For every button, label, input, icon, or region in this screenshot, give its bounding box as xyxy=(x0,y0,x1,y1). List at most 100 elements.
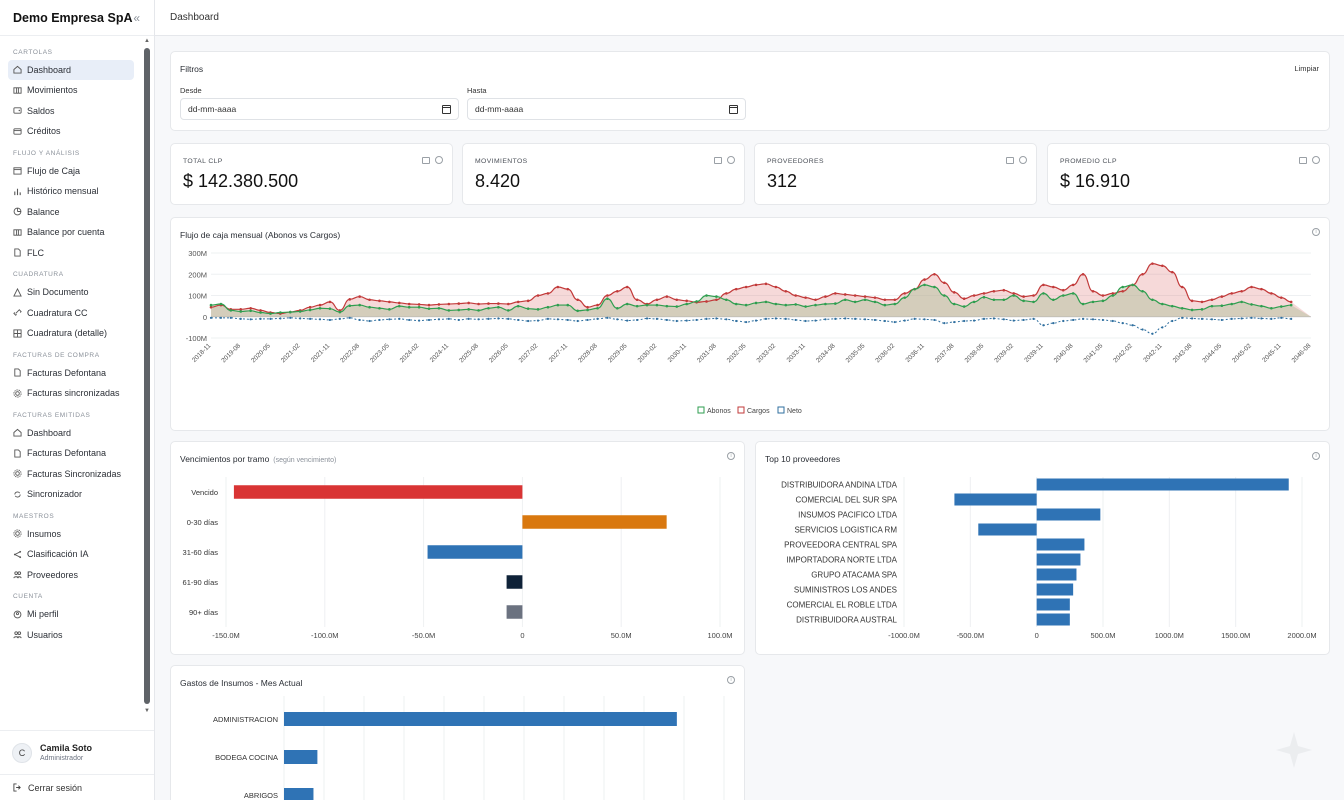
sidebar-item-label: Histórico mensual xyxy=(27,186,99,197)
sidebar-item-flc[interactable]: FLC xyxy=(8,243,134,263)
clear-filters-link[interactable]: Limpiar xyxy=(1294,64,1319,73)
sidebar-item-usuarios[interactable]: Usuarios xyxy=(8,625,134,645)
abonos-point xyxy=(1161,302,1164,306)
user-profile[interactable]: C Camila Soto Administrador xyxy=(0,730,154,774)
sidebar-item-label: Proveedores xyxy=(27,569,79,580)
sidebar-item-facturas-sincronizadas[interactable]: Facturas sincronizadas xyxy=(8,384,134,404)
sidebar-item-balance-por-cuenta[interactable]: Balance por cuenta xyxy=(8,223,134,243)
kpi-label: MOVIMIENTOS xyxy=(475,158,528,165)
abonos-point xyxy=(635,304,639,308)
abonos-point xyxy=(1270,306,1273,310)
sidebar-item-label: Facturas sincronizadas xyxy=(27,388,120,399)
neto-point xyxy=(1220,318,1223,322)
abonos-point xyxy=(239,310,243,313)
columns-icon xyxy=(714,156,722,164)
sidebar-item-dashboard[interactable]: Dashboard xyxy=(8,60,134,80)
neto-point xyxy=(1052,322,1055,325)
category-label: SERVICIOS LOGISTICA RM xyxy=(794,526,897,535)
cargos-point xyxy=(804,296,807,299)
bar xyxy=(1036,583,1074,596)
sidebar-item-saldos[interactable]: Saldos xyxy=(8,101,134,121)
abonos-point xyxy=(972,300,976,304)
bar xyxy=(284,788,314,800)
to-label: Hasta xyxy=(467,86,487,95)
sidebar-item-dashboard[interactable]: Dashboard xyxy=(8,423,134,443)
cargos-point xyxy=(556,285,560,289)
info-icon[interactable] xyxy=(1312,156,1320,164)
abonos-point xyxy=(388,308,391,311)
bar xyxy=(506,605,523,619)
info-icon[interactable]: i xyxy=(727,452,735,460)
bar xyxy=(506,575,523,589)
neto-point xyxy=(348,316,351,319)
sidebar-item-creditos[interactable]: Créditos xyxy=(8,122,134,142)
abonos-point xyxy=(288,310,292,314)
neto-point xyxy=(556,318,559,321)
info-icon[interactable] xyxy=(435,156,443,164)
neto-point xyxy=(418,319,421,322)
cargos-point xyxy=(754,283,758,287)
sidebar-item-historico-mensual[interactable]: Histórico mensual xyxy=(8,182,134,202)
cargos-point xyxy=(1151,262,1154,265)
logout-button[interactable]: Cerrar sesión xyxy=(0,774,154,800)
to-date-input[interactable]: dd-mm-aaaa xyxy=(467,98,746,120)
sidebar-item-proveedores[interactable]: Proveedores xyxy=(8,565,134,585)
gastos-insumos-chart: ADMINISTRACION BODEGA COCINA ABRIGOS xyxy=(213,696,725,800)
x-tick-label: 2025-08 xyxy=(458,342,480,364)
sidebar-item-cuadratura-cc[interactable]: Cuadratura CC xyxy=(8,303,134,323)
cargos-point xyxy=(566,287,570,291)
main-content: Dashboard Filtros Limpiar Desde Hasta dd… xyxy=(155,0,1344,800)
sidebar-item-facturas-defontana[interactable]: Facturas Defontana xyxy=(8,444,134,464)
x-tick-label: 2041-05 xyxy=(1082,342,1104,364)
abonos-point xyxy=(1121,285,1125,289)
abonos-point xyxy=(853,300,857,304)
neto-point xyxy=(972,319,976,322)
kpi-value: 312 xyxy=(767,171,798,191)
warning-icon xyxy=(13,287,22,297)
x-tick-label: 100.0M xyxy=(707,631,732,640)
neto-point xyxy=(368,319,371,323)
neto-point xyxy=(1290,317,1293,320)
neto-point xyxy=(1250,316,1253,319)
scroll-down-arrow-icon[interactable]: ▼ xyxy=(144,708,150,714)
sidebar-scrollbar[interactable]: ▲ ▼ xyxy=(144,38,150,714)
sidebar-item-facturas-sincronizadas[interactable]: Facturas Sincronizadas xyxy=(8,464,134,484)
scrollbar-thumb[interactable] xyxy=(144,48,150,704)
sidebar-item-sincronizador[interactable]: Sincronizador xyxy=(8,485,134,505)
collapse-sidebar-button[interactable]: « xyxy=(133,10,140,25)
scroll-up-arrow-icon[interactable]: ▲ xyxy=(144,38,150,44)
sidebar-item-mi-perfil[interactable]: Mi perfil xyxy=(8,605,134,625)
gastos-insumos-chart-card: Gastos de Insumos - Mes Actual i ADMINIS… xyxy=(170,665,745,800)
sidebar-item-facturas-defontana[interactable]: Facturas Defontana xyxy=(8,363,134,383)
sidebar-item-sin-documento[interactable]: Sin Documento xyxy=(8,283,134,303)
info-icon[interactable] xyxy=(727,156,735,164)
sidebar-item-balance[interactable]: Balance xyxy=(8,202,134,222)
category-label: INSUMOS PACIFICO LTDA xyxy=(798,511,897,520)
info-icon[interactable]: i xyxy=(1312,228,1320,236)
abonos-point xyxy=(219,302,223,306)
abonos-point xyxy=(804,305,807,308)
from-date-input[interactable]: dd-mm-aaaa xyxy=(180,98,459,120)
info-icon[interactable]: i xyxy=(727,676,735,684)
cargos-point xyxy=(209,305,213,309)
abonos-point xyxy=(566,303,570,307)
abonos-point xyxy=(209,303,213,307)
abonos-point xyxy=(497,305,500,309)
abonos-point xyxy=(1012,294,1016,297)
sidebar-item-cuadratura-detalle[interactable]: Cuadratura (detalle) xyxy=(8,324,134,344)
sidebar-item-clasificacion-ia[interactable]: Clasificación IA xyxy=(8,545,134,565)
x-tick-label: 2039-02 xyxy=(993,342,1015,364)
neto-point xyxy=(447,317,450,320)
sidebar-item-flujo-de-caja[interactable]: Flujo de Caja xyxy=(8,161,134,181)
category-label: PROVEEDORA CENTRAL SPA xyxy=(784,541,898,550)
abonos-point xyxy=(1250,303,1253,306)
info-icon[interactable] xyxy=(1019,156,1027,164)
vencimientos-title-text: Vencimientos por tramo xyxy=(180,454,270,464)
calendar-icon[interactable] xyxy=(442,104,451,114)
sidebar-item-movimientos[interactable]: Movimientos xyxy=(8,81,134,101)
info-icon[interactable]: i xyxy=(1312,452,1320,460)
calendar-icon[interactable] xyxy=(729,104,738,114)
sidebar-item-insumos[interactable]: Insumos xyxy=(8,524,134,544)
sidebar-section-title: FACTURAS DE COMPRA xyxy=(13,351,100,359)
x-tick-label: 2031-08 xyxy=(696,342,718,364)
